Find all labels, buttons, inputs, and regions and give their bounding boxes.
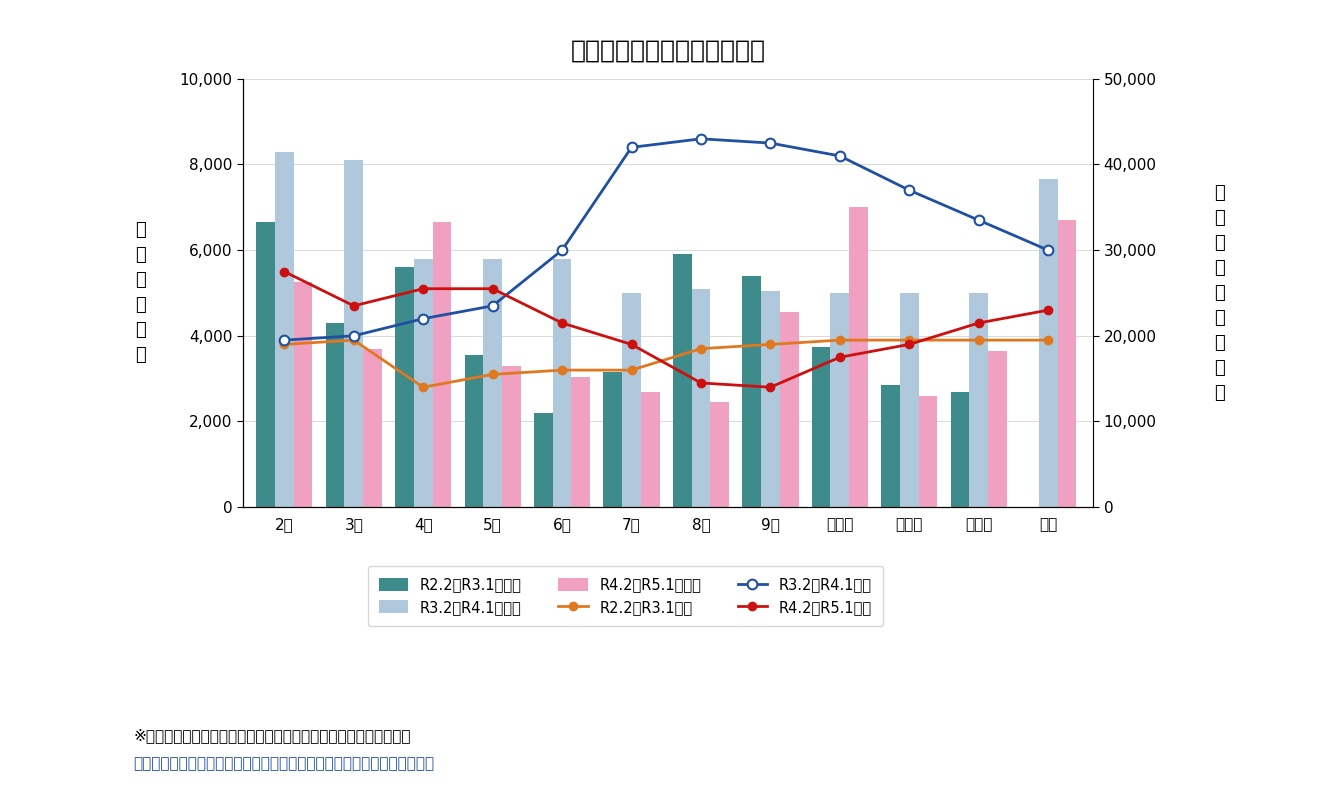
- Bar: [780, 312, 798, 507]
- Bar: [900, 293, 918, 507]
- R3.2～R4.1単価: [555, 246, 571, 255]
- Bar: [988, 351, 1006, 507]
- R4.2～R5.1単価: [276, 266, 292, 276]
- Bar: [950, 391, 969, 507]
- Title: ヒノキの生産量及び販売単価: ヒノキの生産量及び販売単価: [571, 39, 765, 63]
- R3.2～R4.1単価: [624, 142, 640, 152]
- Y-axis label: 生
産
量
（
㎥
）: 生 産 量 （ ㎥ ）: [135, 222, 145, 365]
- R3.2～R4.1単価: [415, 314, 431, 323]
- R4.2～R5.1単価: [555, 318, 571, 328]
- R2.2～R3.1単価: [832, 335, 848, 345]
- R4.2～R5.1単価: [901, 339, 917, 349]
- Bar: [881, 385, 900, 507]
- R2.2～R3.1単価: [624, 366, 640, 375]
- Bar: [1057, 220, 1076, 507]
- R4.2～R5.1単価: [485, 284, 501, 294]
- Bar: [433, 222, 452, 507]
- Y-axis label: 販
売
単
価
（
円
／
㎥
）: 販 売 単 価 （ 円 ／ ㎥ ）: [1214, 184, 1225, 402]
- R2.2～R3.1単価: [970, 335, 986, 345]
- Bar: [363, 349, 381, 507]
- Bar: [572, 377, 591, 507]
- Bar: [692, 289, 710, 507]
- R3.2～R4.1単価: [832, 151, 848, 161]
- R4.2～R5.1単価: [415, 284, 431, 294]
- Bar: [969, 293, 988, 507]
- R3.2～R4.1単価: [693, 134, 709, 143]
- R4.2～R5.1単価: [345, 301, 361, 310]
- R2.2～R3.1単価: [693, 344, 709, 354]
- Bar: [275, 152, 293, 507]
- R4.2～R5.1単価: [693, 378, 709, 388]
- R4.2～R5.1単価: [762, 382, 778, 392]
- R3.2～R4.1単価: [345, 331, 361, 341]
- Bar: [761, 291, 780, 507]
- Line: R3.2～R4.1単価: R3.2～R4.1単価: [280, 134, 1053, 345]
- Bar: [812, 346, 830, 507]
- Text: 販売単価：広島県森林組合連合会三次共販所におけるヒノキの販売単価: 販売単価：広島県森林組合連合会三次共販所におけるヒノキの販売単価: [133, 756, 435, 771]
- Bar: [604, 372, 623, 507]
- Bar: [641, 391, 660, 507]
- Bar: [484, 258, 503, 507]
- R3.2～R4.1単価: [485, 301, 501, 310]
- R3.2～R4.1単価: [762, 138, 778, 148]
- R2.2～R3.1単価: [901, 335, 917, 345]
- R2.2～R3.1単価: [276, 339, 292, 349]
- Bar: [673, 254, 692, 507]
- R4.2～R5.1単価: [624, 339, 640, 349]
- R2.2～R3.1単価: [415, 382, 431, 392]
- Bar: [464, 355, 484, 507]
- R2.2～R3.1単価: [1040, 335, 1056, 345]
- Bar: [623, 293, 641, 507]
- Legend: R2.2～R3.1生産量, R3.2～R4.1生産量, R4.2～R5.1生産量, R2.2～R3.1単価, R3.2～R4.1単価, R4.2～R5.1単価: R2.2～R3.1生産量, R3.2～R4.1生産量, R4.2～R5.1生産量…: [368, 566, 884, 626]
- R2.2～R3.1単価: [485, 370, 501, 379]
- Bar: [413, 258, 433, 507]
- Bar: [256, 222, 275, 507]
- Bar: [742, 276, 761, 507]
- Bar: [293, 282, 312, 507]
- Bar: [535, 413, 553, 507]
- R2.2～R3.1単価: [345, 335, 361, 345]
- Bar: [849, 207, 868, 507]
- Bar: [1038, 179, 1057, 507]
- Bar: [325, 323, 344, 507]
- Bar: [344, 160, 363, 507]
- Bar: [503, 366, 521, 507]
- R3.2～R4.1単価: [970, 215, 986, 225]
- R2.2～R3.1単価: [555, 366, 571, 375]
- Bar: [553, 258, 572, 507]
- R4.2～R5.1単価: [1040, 306, 1056, 315]
- R4.2～R5.1単価: [832, 353, 848, 362]
- R4.2～R5.1単価: [970, 318, 986, 328]
- Bar: [395, 267, 413, 507]
- R3.2～R4.1単価: [1040, 246, 1056, 255]
- Bar: [918, 396, 937, 507]
- Line: R2.2～R3.1単価: R2.2～R3.1単価: [280, 336, 1052, 391]
- R2.2～R3.1単価: [762, 339, 778, 349]
- Line: R4.2～R5.1単価: R4.2～R5.1単価: [280, 267, 1052, 391]
- R3.2～R4.1単価: [276, 335, 292, 345]
- Text: ※生産量：県内の森林組合におけるヒノキの生産量（林業課調べ）: ※生産量：県内の森林組合におけるヒノキの生産量（林業課調べ）: [133, 728, 411, 743]
- Bar: [830, 293, 849, 507]
- Bar: [710, 402, 729, 507]
- R3.2～R4.1単価: [901, 186, 917, 195]
